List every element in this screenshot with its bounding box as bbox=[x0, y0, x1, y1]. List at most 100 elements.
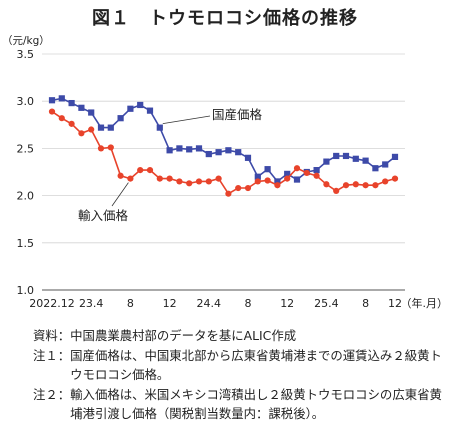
import-price-point bbox=[127, 175, 134, 182]
import-price-point bbox=[68, 120, 75, 127]
x-unit-label: （年.月） bbox=[401, 296, 449, 310]
import-price-point bbox=[382, 178, 389, 185]
y-unit-label: （元/kg） bbox=[2, 35, 50, 47]
domestic-price-point bbox=[127, 105, 134, 112]
import-price-point bbox=[176, 178, 183, 185]
domestic-label-leader bbox=[162, 115, 211, 125]
domestic-price-point bbox=[166, 147, 173, 154]
domestic-price-point bbox=[264, 166, 271, 173]
import-price-point bbox=[284, 175, 291, 182]
domestic-price-point bbox=[176, 145, 183, 152]
domestic-price-point bbox=[205, 150, 212, 158]
x-tick-label: 12 bbox=[163, 297, 177, 310]
import-price-point bbox=[205, 178, 212, 185]
domestic-price-point bbox=[195, 145, 203, 152]
axes: 1.0 1.5 2.0 2.5 3.0 3.5（元/kg） 2022.12 23.4 8 12 24… bbox=[2, 35, 448, 310]
note-1: 注１： 国産価格は、中国東北部から広東省黄埔港までの運賃込み２級黄トウモロコシ価… bbox=[33, 346, 447, 385]
footnotes: 資料： 中国農業農村部のデータを基にALIC作成 注１： 国産価格は、中国東北部… bbox=[33, 326, 447, 424]
import-price-point bbox=[156, 175, 163, 182]
import-price-point bbox=[264, 177, 271, 184]
domestic-price-point bbox=[254, 173, 261, 180]
domestic-price-point bbox=[156, 124, 163, 131]
import-price-point bbox=[323, 181, 330, 188]
note-source: 資料： 中国農業農村部のデータを基にALIC作成 bbox=[33, 326, 447, 346]
import-price-point bbox=[303, 169, 310, 177]
import-price-point bbox=[78, 130, 85, 137]
x-tick-label: 12 bbox=[388, 297, 402, 310]
import-price-point bbox=[352, 181, 359, 188]
x-tick-label: 23.4 bbox=[79, 297, 104, 310]
domestic-price-point bbox=[48, 97, 56, 104]
import-price-point bbox=[195, 178, 203, 185]
import-price-point bbox=[97, 145, 105, 152]
domestic-price-point bbox=[58, 95, 65, 102]
import-price-point bbox=[293, 165, 301, 172]
x-tick-label: 24.4 bbox=[197, 297, 222, 310]
import-price-point bbox=[333, 187, 340, 194]
domestic-price-point bbox=[235, 149, 242, 156]
note-1-head: 注１： bbox=[33, 347, 71, 363]
y-tick-label: 2.0 bbox=[17, 190, 35, 203]
import-price-point bbox=[313, 172, 320, 179]
y-tick-label: 2.5 bbox=[17, 142, 35, 155]
domestic-price-point bbox=[146, 107, 154, 114]
import-series-label: 輸入価格 bbox=[78, 208, 129, 223]
domestic-price-point bbox=[333, 152, 340, 160]
x-tick-label: 2022.12 bbox=[29, 297, 75, 310]
domestic-price-point bbox=[88, 109, 95, 116]
domestic-price-point bbox=[274, 178, 281, 185]
import-price-point bbox=[235, 184, 242, 192]
domestic-price-point bbox=[372, 165, 379, 172]
y-tick-label: 3.0 bbox=[17, 95, 35, 108]
x-tick-label: 8 bbox=[245, 297, 252, 310]
import-price-point bbox=[225, 190, 232, 197]
domestic-series-label: 国産価格 bbox=[212, 107, 263, 122]
note-1-text: 国産価格は、中国東北部から広東省黄埔港までの運賃込み２級黄トウモロコシ価格。 bbox=[70, 347, 442, 383]
series bbox=[48, 95, 399, 197]
note-source-head: 資料： bbox=[33, 328, 71, 343]
import-label-leader bbox=[111, 182, 129, 207]
domestic-price-point bbox=[342, 152, 350, 160]
chart-title: 図１ トウモロコシ価格の推移 bbox=[92, 8, 358, 29]
import-price-point bbox=[342, 182, 350, 189]
x-tick-label: 25.4 bbox=[314, 297, 339, 310]
domestic-price-point bbox=[137, 101, 144, 109]
import-price-point bbox=[362, 182, 369, 189]
import-price-point bbox=[88, 126, 95, 133]
import-price-point bbox=[215, 175, 222, 182]
domestic-price-point bbox=[215, 149, 222, 156]
import-price-point bbox=[166, 175, 173, 182]
x-tick-label: 12 bbox=[280, 297, 294, 310]
domestic-price-point bbox=[225, 147, 232, 154]
note-2: 注２： 輸入価格は、米国メキシコ湾積出し２級黄トウモロコシの広東省黄埔港引渡し価… bbox=[33, 385, 447, 424]
note-source-text: 中国農業農村部のデータを基にALIC作成 bbox=[70, 328, 297, 343]
domestic-price-point bbox=[323, 158, 330, 165]
domestic-price-point bbox=[313, 167, 320, 174]
x-tick-label: 8 bbox=[127, 297, 134, 310]
import-price-point bbox=[58, 115, 65, 122]
domestic-price-point bbox=[352, 155, 359, 162]
import-price-point bbox=[254, 178, 261, 185]
note-2-text: 輸入価格は、米国メキシコ湾積出し２級黄トウモロコシの広東省黄埔港引渡し価格（関税… bbox=[70, 386, 442, 422]
import-price-point bbox=[391, 175, 399, 182]
domestic-price-point bbox=[362, 157, 369, 164]
domestic-price-point bbox=[382, 161, 389, 168]
y-tick-label: 1.0 bbox=[17, 284, 35, 297]
import-price-point bbox=[372, 182, 379, 189]
note-2-head: 注２： bbox=[33, 386, 71, 402]
domestic-price-point bbox=[78, 104, 85, 111]
price-line-chart: 1.0 1.5 2.0 2.5 3.0 3.5（元/kg） 2022.12 23.4 8 12 24… bbox=[2, 35, 448, 310]
domestic-price-point bbox=[293, 176, 301, 183]
import-price-point bbox=[186, 180, 193, 187]
import-price-point bbox=[274, 182, 281, 189]
import-price-point bbox=[48, 108, 56, 115]
import-price-point bbox=[137, 167, 144, 174]
import-price-point bbox=[244, 184, 252, 192]
y-tick-label: 1.5 bbox=[17, 237, 35, 250]
x-tick-label: 8 bbox=[362, 297, 369, 310]
domestic-price-point bbox=[107, 124, 114, 131]
domestic-price-point bbox=[391, 153, 399, 160]
domestic-price-point bbox=[186, 146, 193, 153]
domestic-price-point bbox=[244, 154, 252, 161]
